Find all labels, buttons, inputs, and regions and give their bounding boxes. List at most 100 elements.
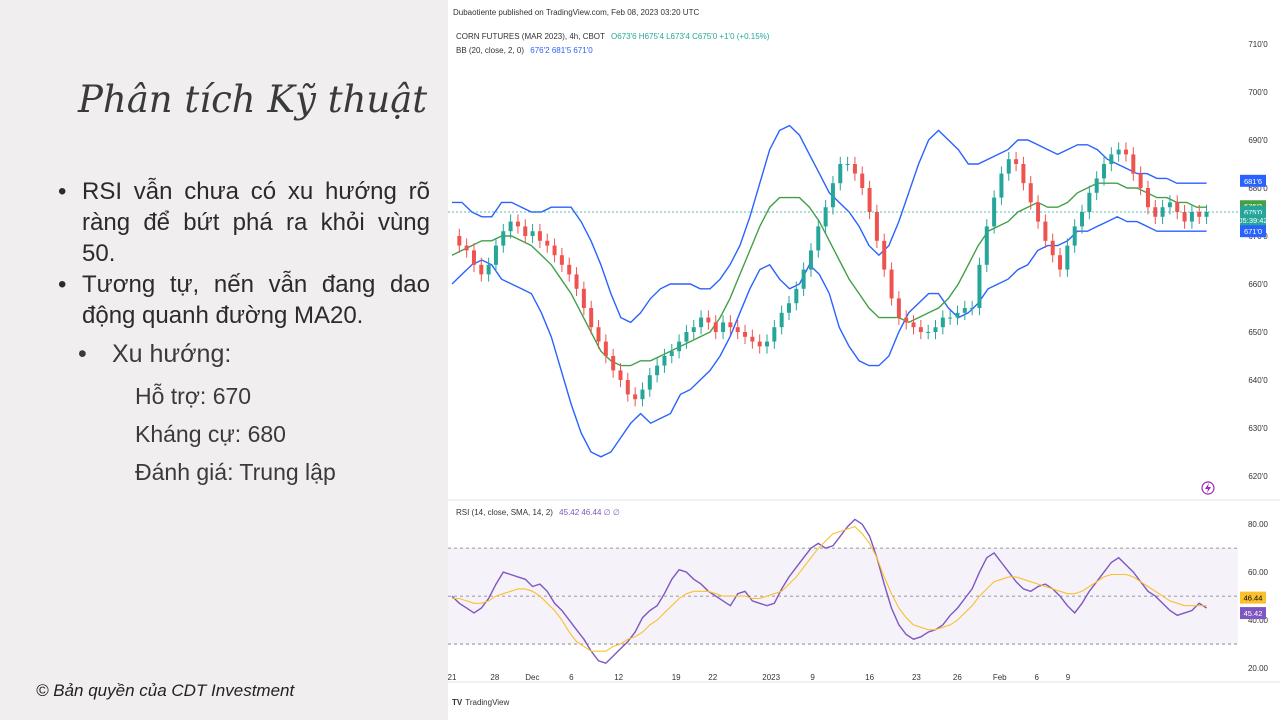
candle-body [1050,240,1055,256]
bb-upper-band [452,124,1207,324]
time-tick-label: 9 [1066,673,1071,682]
time-tick-label: 6 [1035,673,1040,682]
rsi-tick-label: 40.00 [1248,616,1269,625]
price-axis-badge [1240,225,1266,238]
candle-body [977,264,982,308]
candle-body [765,341,770,347]
price-tick-label: 660'0 [1248,280,1268,289]
candle-body [743,332,748,337]
bb-lower-band [451,216,1207,458]
candle-body [1153,207,1158,217]
candle-body [1080,212,1085,227]
price-axis-badge-label: 05:39:42 [1238,216,1267,225]
candle-body [691,327,696,332]
candle-body [904,317,909,323]
candle-body [757,341,762,347]
candle-body [962,308,967,313]
candle-body [537,231,542,241]
tradingview-logo-icon: TV [452,698,463,707]
rsi-legend: RSI (14, close, SMA, 14, 2) 45.42 46.44 … [456,508,620,517]
time-tick-label: Dec [525,673,539,682]
tradingview-footer-label: TradingView [465,698,510,707]
time-tick-label: 16 [865,673,874,682]
candle-body [479,264,484,275]
candle-body [464,245,469,251]
candle-body [1065,245,1070,270]
price-axis-badge-label: 675'0 [1244,208,1262,217]
candle-body [889,269,894,299]
candle-body [721,322,726,332]
lightning-icon [1201,481,1215,495]
time-tick-label: 2023 [762,673,780,682]
candle-body [457,236,462,246]
candle-body [515,221,520,227]
bullet-symbol: • [78,340,87,368]
candle-body [713,322,718,332]
price-tick-label: 710'0 [1248,40,1268,49]
candle-body [1036,202,1041,222]
rsi-line [451,518,1207,664]
candle-body [633,394,638,400]
candle-body [1087,192,1092,212]
candle-body [852,164,857,174]
time-tick-label: Feb [993,673,1007,682]
price-axis-badge-label: 681'6 [1244,177,1262,186]
candle-body [1160,207,1165,217]
candle-body [948,317,953,319]
candle-body [589,308,594,328]
candle-body [677,341,682,352]
candle-body [845,164,850,165]
time-tick-label: 23 [912,673,921,682]
candle-body [1175,202,1180,212]
candle-body [816,226,821,251]
price-tick-label: 630'0 [1248,424,1268,433]
copyright-notice: © Bản quyền của CDT Investment [36,681,295,700]
candle-body [655,365,660,376]
time-tick-label: 21 [448,673,457,682]
ohlc-values: O673'6 H675'4 L673'4 C675'0 +1'0 (+0.15%… [611,32,770,41]
candle-body [860,173,865,188]
bullet-text: Tương tự, nến vẫn đang dao động quanh đư… [82,271,430,329]
candle-body [1006,159,1011,174]
candle-body [1101,164,1106,179]
price-tick-label: 650'0 [1248,328,1268,337]
candle-body [1204,212,1209,217]
bullet-symbol: • [58,178,67,205]
candle-body [647,375,652,390]
candle-body [911,322,916,328]
candle-body [596,327,601,342]
candle-body [618,370,623,380]
candle-body [1116,149,1121,155]
candle-body [1058,255,1063,270]
bb-legend-values: 676'2 681'5 671'0 [530,46,593,55]
bullet-symbol: • [58,271,67,298]
publish-info: Dubaotiente published on TradingView.com… [453,8,700,17]
candle-body [779,312,784,328]
text-panel: Phân tích Kỹ thuật • RSI vẫn chưa có xu … [0,0,448,720]
candle-body [786,303,791,313]
candle-body [1109,154,1114,164]
candle-body [567,264,572,275]
candle-body [874,212,879,241]
bullet-item: • Tương tự, nến vẫn đang dao động quanh … [58,269,430,331]
candle-body [918,327,923,332]
candle-body [830,183,835,208]
time-tick-label: 6 [569,673,574,682]
symbol-legend: CORN FUTURES (MAR 2023), 4h, CBOT O673'6… [456,32,769,41]
bullet-item: • RSI vẫn chưa có xu hướng rõ ràng để bứ… [58,176,430,269]
candle-body [1197,212,1202,217]
time-tick-label: 9 [810,673,815,682]
rsi-tick-label: 80.00 [1248,520,1269,529]
price-tick-label: 690'0 [1248,136,1268,145]
bb-legend: BB (20, close, 2, 0) 676'2 681'5 671'0 [456,46,593,55]
candle-body [728,322,733,328]
bullet-list: • RSI vẫn chưa có xu hướng rõ ràng để bứ… [58,176,430,331]
tradingview-chart: Dubaotiente published on TradingView.com… [448,0,1280,720]
candle-body [603,341,608,356]
candle-body [552,245,557,256]
candle-body [559,255,564,265]
candle-body [984,226,989,265]
candle-body [955,312,960,318]
price-axis-badge-label: 671'0 [1244,227,1262,236]
candle-body [1072,226,1077,246]
